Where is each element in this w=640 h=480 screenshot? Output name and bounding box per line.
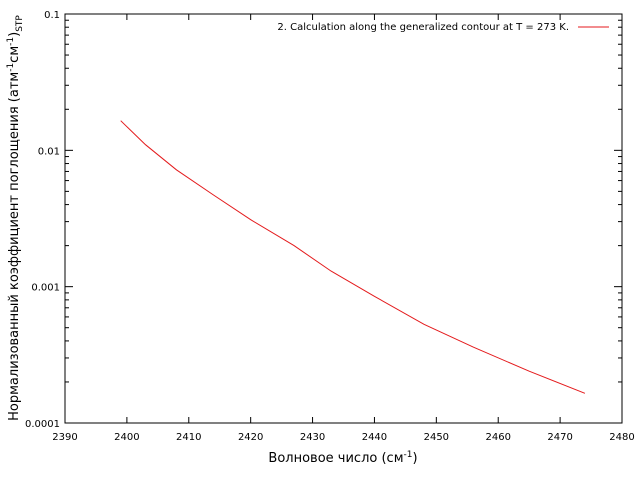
tick-group <box>64 13 623 424</box>
x-tick-label: 2480 <box>609 432 634 443</box>
x-tick-label: 2400 <box>114 432 139 443</box>
y-axis-label-sub: STP <box>15 15 25 32</box>
y-axis-label-sup1: -1 <box>6 63 16 72</box>
x-tick-label: 2460 <box>485 432 510 443</box>
y-tick-label: 0.01 <box>38 146 60 157</box>
series-group <box>120 120 586 394</box>
x-axis-label-sup: -1 <box>404 450 413 460</box>
series-line <box>120 120 586 394</box>
x-tick-label: 2430 <box>300 432 325 443</box>
x-axis-label: Волновое число (см-1) <box>268 450 417 466</box>
x-tick-label: 2390 <box>52 432 77 443</box>
tick-label-group: 2390 2400 2410 2420 2430 2440 2450 2460 2470 2480… <box>25 10 635 443</box>
x-axis-label-main: Волновое число (см <box>268 451 403 466</box>
legend-label: 2. Calculation along the generalized con… <box>277 22 569 33</box>
y-axis-label-close: ) <box>7 32 22 37</box>
x-tick-label: 2470 <box>547 432 572 443</box>
x-tick-label: 2420 <box>238 432 263 443</box>
y-tick-label: 0.1 <box>44 10 60 21</box>
y-tick-label: 0.001 <box>31 283 60 294</box>
x-tick-label: 2450 <box>424 432 449 443</box>
x-tick-label: 2440 <box>362 432 387 443</box>
y-tick-label: 0.0001 <box>25 419 60 430</box>
x-tick-label: 2410 <box>176 432 201 443</box>
legend: 2. Calculation along the generalized con… <box>277 22 609 33</box>
y-axis-label-sup2: -1 <box>6 37 16 46</box>
x-axis-label-tail: ) <box>412 451 417 466</box>
y-axis-label: Нормализованный коэффициент поглощения (… <box>6 15 25 421</box>
y-axis-label-main: Нормализованный коэффициент поглощения (… <box>7 72 22 421</box>
plot-frame <box>64 13 623 424</box>
y-axis-label-mid: см <box>7 46 22 63</box>
